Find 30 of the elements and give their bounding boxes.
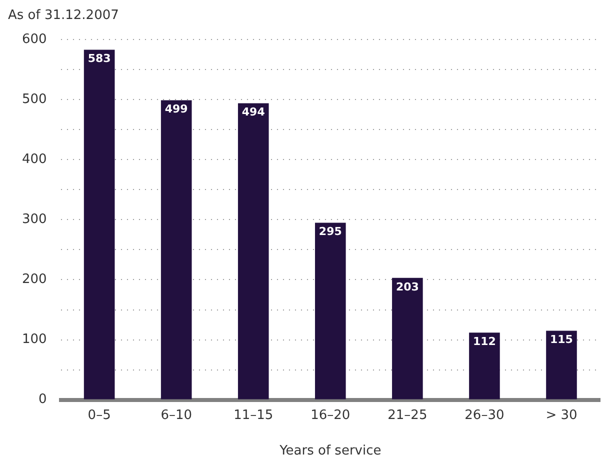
- x-tick-label: > 30: [546, 408, 578, 423]
- x-tick-label: 16–20: [310, 408, 350, 423]
- y-tick-label: 400: [22, 152, 47, 168]
- data-label: 583: [88, 52, 111, 66]
- y-tick-label: 600: [22, 32, 47, 47]
- bar: [546, 330, 577, 400]
- data-label: 499: [164, 102, 188, 116]
- y-tick-label: 500: [22, 92, 47, 108]
- data-label: 295: [318, 225, 342, 238]
- bar: [469, 332, 500, 400]
- x-tick-label: 6–10: [160, 408, 192, 423]
- bar: [238, 103, 269, 400]
- x-tick-label: 11–15: [234, 408, 274, 423]
- bar: [315, 222, 346, 400]
- bar: [160, 100, 192, 400]
- data-label: 112: [472, 334, 496, 348]
- x-tick-label: 26–30: [464, 408, 504, 423]
- data-label: 494: [242, 106, 266, 119]
- x-tick-label: 0–5: [88, 408, 111, 423]
- y-tick-label: 200: [22, 272, 47, 288]
- data-label: 203: [396, 280, 419, 294]
- bar: [84, 50, 115, 400]
- x-axis-title: Years of service: [278, 444, 382, 459]
- y-tick-label: 0: [38, 392, 47, 408]
- x-tick-label: 21–25: [388, 408, 428, 423]
- y-tick-label: 300: [22, 212, 47, 228]
- bar: [392, 278, 423, 400]
- data-label: 115: [550, 333, 573, 346]
- y-tick-label: 100: [22, 332, 47, 348]
- chart-title: As of 31.12.2007: [8, 8, 119, 24]
